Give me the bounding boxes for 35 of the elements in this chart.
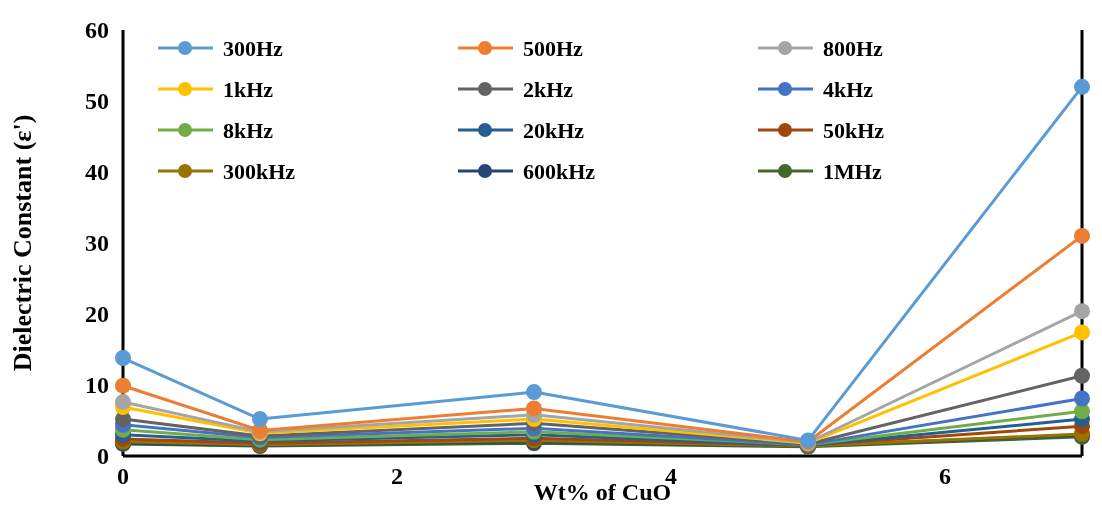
y-axis-title: Dielectric Constant (ε') — [8, 114, 37, 372]
legend-label: 2kHz — [523, 76, 574, 102]
legend-label: 300kHz — [223, 158, 296, 184]
y-tick-label: 0 — [97, 443, 109, 470]
point — [115, 377, 131, 394]
point — [1074, 390, 1090, 407]
legend-label: 500Hz — [523, 35, 584, 61]
point — [526, 384, 542, 401]
legend-label: 1kHz — [223, 76, 274, 102]
legend-label: 1MHz — [823, 158, 882, 184]
y-tick-label: 60 — [85, 17, 109, 44]
point — [115, 394, 131, 411]
point — [526, 400, 542, 417]
x-tick-label: 2 — [391, 463, 403, 489]
point — [252, 411, 268, 428]
y-tick-label: 50 — [85, 88, 109, 115]
point — [1074, 78, 1090, 95]
legend-label: 8kHz — [223, 117, 274, 143]
y-tick-label: 30 — [85, 230, 109, 257]
legend-label: 300Hz — [223, 35, 284, 61]
y-tick-label: 10 — [85, 372, 109, 399]
x-tick-label: 6 — [939, 463, 951, 489]
point — [1074, 324, 1090, 341]
point — [115, 350, 131, 367]
y-tick-label: 20 — [85, 301, 109, 328]
legend-label: 800Hz — [823, 35, 884, 61]
legend-label: 20kHz — [523, 117, 585, 143]
point — [1074, 227, 1090, 244]
y-tick-label: 40 — [85, 159, 109, 186]
legend-label: 4kHz — [823, 76, 874, 102]
legend-label: 50kHz — [823, 117, 885, 143]
legend-label: 600kHz — [523, 158, 596, 184]
point — [1074, 367, 1090, 384]
x-tick-label: 0 — [117, 463, 129, 489]
point — [1074, 303, 1090, 320]
